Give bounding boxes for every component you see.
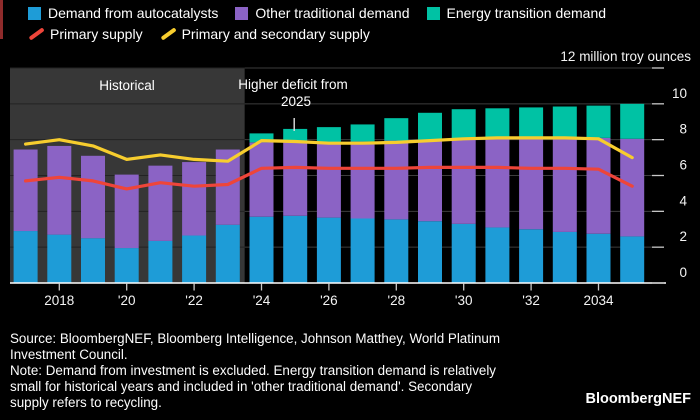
legend-label: Other traditional demand [255, 5, 410, 21]
y-axis-unit-label: 12 million troy ounces [560, 49, 691, 64]
bar-2029-other-traditional-demand [418, 139, 442, 222]
bar-2030-energy-transition-demand [451, 109, 476, 139]
bar-2026-other-traditional-demand [316, 142, 341, 218]
x-tick-label-2030: '30 [455, 293, 473, 308]
bar-2028-demand-from-autocatalysts [384, 219, 409, 283]
bar-2021-other-traditional-demand [148, 165, 173, 241]
legend-row-2: Primary supply Primary and secondary sup… [28, 25, 623, 43]
legend: Demand from autocatalysts Other traditio… [28, 4, 623, 46]
note-line: supply refers to recycling. [10, 395, 162, 411]
legend-label: Primary and secondary supply [181, 26, 370, 42]
bar-2024-other-traditional-demand [249, 142, 274, 217]
legend-item-primary-supply: Primary supply [28, 26, 143, 42]
bar-2030-other-traditional-demand [451, 138, 476, 224]
bar-2025-demand-from-autocatalysts [283, 215, 308, 283]
bar-2027-energy-transition-demand [350, 124, 375, 142]
line-primary-supply [24, 165, 634, 191]
bar-2034-energy-transition-demand [586, 105, 611, 138]
bar-2029-demand-from-autocatalysts [418, 221, 442, 283]
y-tick-label-0: 0 [679, 265, 687, 280]
bar-2017-other-traditional-demand [13, 149, 38, 232]
energy-transition-swatch-icon [426, 6, 440, 20]
legend-label: Demand from autocatalysts [48, 5, 219, 21]
x-tick-label-2020: '20 [118, 293, 136, 308]
bar-2017-demand-from-autocatalysts [13, 231, 38, 283]
y-tick-label-8: 8 [679, 122, 687, 137]
x-tick-label-2032: '32 [522, 293, 540, 308]
legend-item-other-traditional: Other traditional demand [235, 5, 410, 21]
autocatalysts-swatch-icon [28, 6, 41, 20]
bar-2032-other-traditional-demand [519, 138, 544, 230]
bar-2031-demand-from-autocatalysts [485, 227, 510, 283]
note-line: small for historical years and included … [10, 379, 473, 395]
bar-2033-other-traditional-demand [552, 138, 577, 232]
y-tick-label-6: 6 [679, 157, 687, 172]
bar-2018-demand-from-autocatalysts [47, 234, 72, 283]
bar-2028-energy-transition-demand [384, 118, 409, 141]
bar-2033-demand-from-autocatalysts [552, 231, 577, 283]
bar-2025-other-traditional-demand [283, 141, 308, 216]
bar-2031-energy-transition-demand [485, 108, 510, 139]
legend-item-primary-secondary-supply: Primary and secondary supply [160, 26, 370, 42]
bar-2033-energy-transition-demand [552, 106, 577, 139]
bar-2032-energy-transition-demand [519, 107, 544, 139]
bloombergnef-logo: BloombergNEF [585, 391, 691, 407]
bar-2032-demand-from-autocatalysts [519, 229, 544, 283]
bar-2021-demand-from-autocatalysts [148, 240, 173, 283]
bar-2035-demand-from-autocatalysts [620, 236, 645, 283]
bar-2028-other-traditional-demand [384, 140, 409, 220]
source-line: Investment Council. [10, 347, 128, 363]
bar-2022-other-traditional-demand [182, 162, 207, 236]
bar-2027-demand-from-autocatalysts [350, 218, 375, 283]
x-tick-label-2034: 2034 [583, 293, 614, 308]
accent-bar [0, 0, 3, 39]
source-line: Source: BloombergNEF, Bloomberg Intellig… [10, 331, 500, 346]
bar-2020-demand-from-autocatalysts [114, 248, 139, 283]
x-tick-label-2018: 2018 [44, 293, 74, 308]
legend-item-energy-transition: Energy transition demand [426, 5, 607, 21]
historical-label: Historical [99, 78, 155, 93]
bar-2019-demand-from-autocatalysts [81, 238, 105, 283]
annotation-line2: 2025 [281, 94, 311, 109]
bar-2030-demand-from-autocatalysts [451, 223, 476, 283]
legend-item-autocatalysts: Demand from autocatalysts [28, 5, 218, 21]
bar-2029-energy-transition-demand [418, 112, 442, 140]
note-line: Note: Demand from investment is excluded… [10, 363, 497, 379]
y-tick-label-4: 4 [679, 193, 687, 208]
legend-label: Energy transition demand [446, 5, 607, 21]
x-tick-label-2024: '24 [253, 293, 271, 308]
bar-2031-other-traditional-demand [485, 138, 510, 228]
bar-2025-energy-transition-demand [283, 128, 308, 142]
bar-2024-energy-transition-demand [249, 133, 274, 143]
x-tick-label-2022: '22 [185, 293, 203, 308]
bar-2018-other-traditional-demand [47, 145, 72, 235]
annotation-line1: Higher deficit from [238, 77, 348, 92]
bar-2026-demand-from-autocatalysts [316, 217, 341, 283]
bar-2034-demand-from-autocatalysts [586, 233, 611, 283]
bar-2019-other-traditional-demand [81, 155, 105, 239]
bar-2023-demand-from-autocatalysts [215, 224, 240, 283]
y-tick-label-2: 2 [679, 229, 687, 244]
x-tick-label-2026: '26 [320, 293, 338, 308]
y-tick-label-10: 10 [672, 86, 687, 101]
bar-2026-energy-transition-demand [316, 127, 341, 143]
bar-2035-energy-transition-demand [620, 103, 645, 139]
legend-row-1: Demand from autocatalysts Other traditio… [28, 4, 623, 22]
bar-2022-demand-from-autocatalysts [182, 235, 207, 283]
legend-label: Primary supply [50, 26, 143, 42]
other-traditional-swatch-icon [235, 6, 249, 20]
bar-2034-other-traditional-demand [586, 137, 611, 234]
bar-2027-other-traditional-demand [350, 141, 375, 219]
x-tick-label-2028: '28 [388, 293, 406, 308]
line-primary-and-secondary-supply [24, 136, 634, 163]
bar-2024-demand-from-autocatalysts [249, 216, 274, 283]
source-note: Source: BloombergNEF, Bloomberg Intellig… [10, 331, 500, 411]
